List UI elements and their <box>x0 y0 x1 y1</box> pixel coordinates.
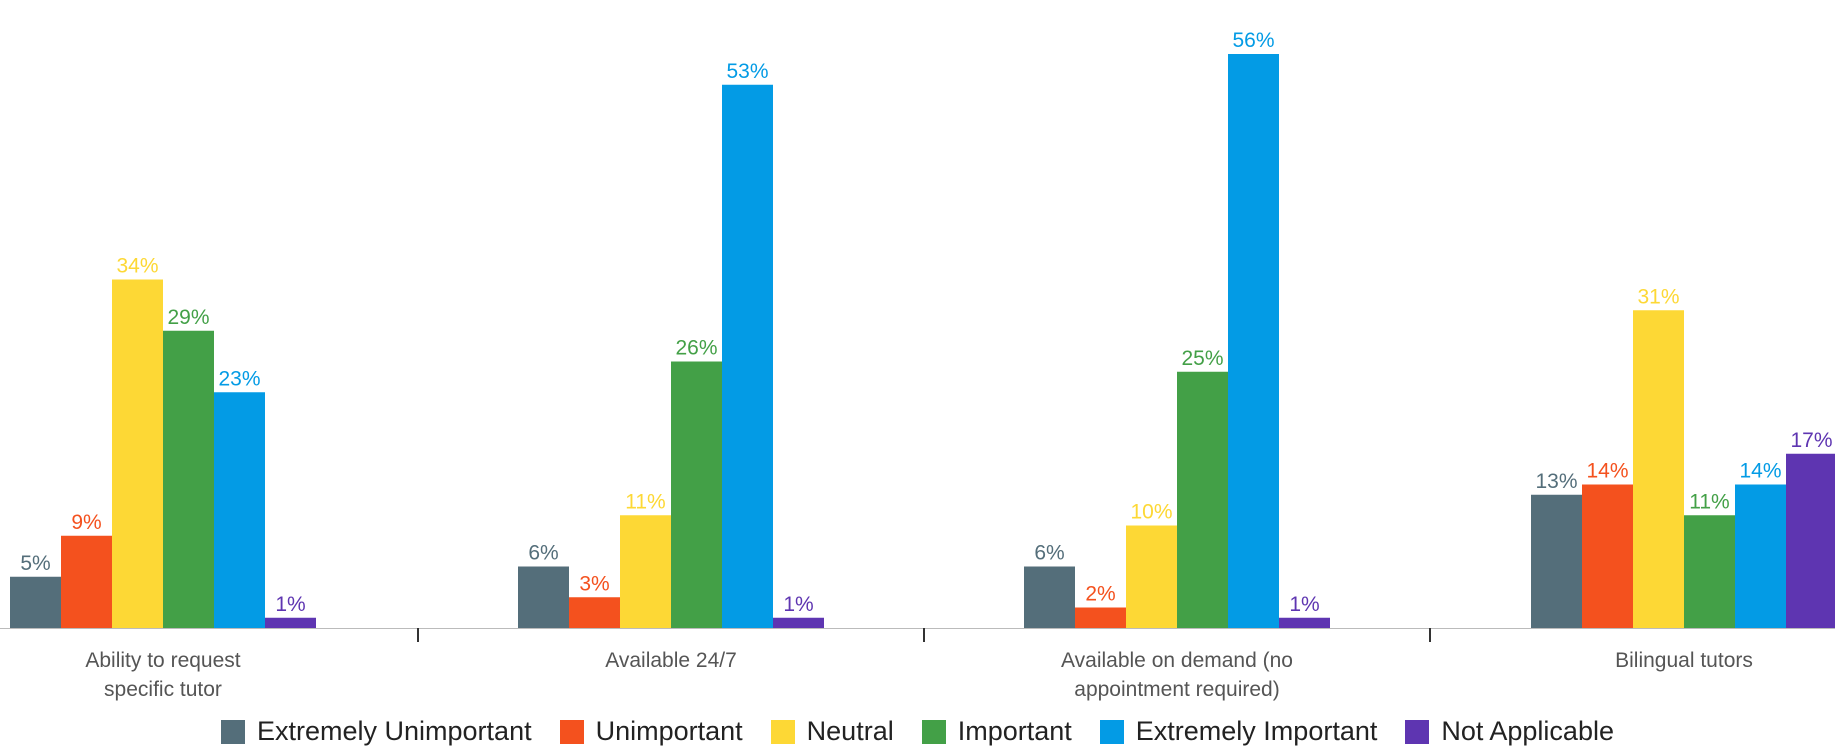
category-label: specific tutor <box>104 678 222 701</box>
category-label: Bilingual tutors <box>1615 649 1753 672</box>
data-label: 1% <box>1289 593 1319 616</box>
legend-label: Neutral <box>806 716 894 746</box>
legend-item: Extremely Important <box>1099 716 1378 747</box>
bar <box>112 279 163 628</box>
data-label: 6% <box>528 542 558 565</box>
data-label: 10% <box>1130 501 1172 524</box>
legend-item: Important <box>921 716 1072 747</box>
data-label: 29% <box>167 306 209 329</box>
bar <box>1786 453 1835 628</box>
data-label: 31% <box>1637 285 1679 308</box>
data-label: 13% <box>1535 470 1577 493</box>
data-label: 5% <box>20 552 50 575</box>
data-label: 53% <box>726 60 768 83</box>
data-label: 23% <box>218 367 260 390</box>
legend-item: Extremely Unimportant <box>221 716 532 747</box>
data-label: 17% <box>1790 429 1832 452</box>
data-label: 9% <box>71 511 101 534</box>
bar <box>1126 525 1177 628</box>
bar <box>265 617 316 628</box>
data-label: 2% <box>1085 583 1115 606</box>
legend-swatch <box>559 719 584 744</box>
bar <box>1582 484 1633 628</box>
bar <box>722 84 773 628</box>
legend-item: Unimportant <box>559 716 743 747</box>
legend: Extremely Unimportant Unimportant Neutral I… <box>0 716 1835 747</box>
bar <box>1684 515 1735 628</box>
category-label: Ability to request <box>85 649 240 672</box>
data-label: 1% <box>275 593 305 616</box>
legend-label: Unimportant <box>595 716 743 746</box>
bar <box>1024 566 1075 628</box>
category-label: appointment required) <box>1074 678 1279 701</box>
bar <box>163 330 214 628</box>
data-label: 26% <box>675 337 717 360</box>
bar <box>61 535 112 628</box>
legend-swatch <box>921 719 946 744</box>
legend-label: Extremely Important <box>1135 716 1378 746</box>
legend-label: Not Applicable <box>1441 716 1614 746</box>
data-label: 25% <box>1181 347 1223 370</box>
data-label: 34% <box>116 255 158 278</box>
bar-chart-svg: 5% 6% 6% 13% 9% 3% 2% 14% 34% 11% 10% 31% 29% 26% 25% 1… <box>0 29 1835 701</box>
data-label: 6% <box>1034 542 1064 565</box>
bar <box>1279 617 1330 628</box>
bar <box>569 597 620 628</box>
bar <box>1633 310 1684 628</box>
legend-label: Extremely Unimportant <box>257 716 532 746</box>
legend-item: Neutral <box>770 716 894 747</box>
bar <box>1177 371 1228 628</box>
legend-label: Important <box>957 716 1072 746</box>
legend-swatch <box>770 719 795 744</box>
legend-item: Not Applicable <box>1405 716 1614 747</box>
bar <box>1075 607 1126 628</box>
data-label: 3% <box>579 572 609 595</box>
legend-swatch <box>221 719 245 744</box>
bar <box>518 566 569 628</box>
data-label: 11% <box>625 490 665 513</box>
bar <box>10 576 61 628</box>
bar <box>671 361 722 628</box>
data-label: 14% <box>1739 460 1781 483</box>
category-label: Available 24/7 <box>605 649 737 672</box>
data-label: 1% <box>783 593 813 616</box>
legend-swatch <box>1405 719 1430 744</box>
bar <box>1228 54 1279 628</box>
data-label: 11% <box>1689 490 1729 513</box>
bar <box>773 617 824 628</box>
bar <box>1735 484 1786 628</box>
bar <box>1531 494 1582 628</box>
legend-swatch <box>1099 719 1124 744</box>
bar <box>214 392 265 628</box>
data-label: 56% <box>1232 29 1274 52</box>
category-label: Available on demand (no <box>1061 649 1293 672</box>
bar <box>620 515 671 628</box>
data-label: 14% <box>1586 460 1628 483</box>
